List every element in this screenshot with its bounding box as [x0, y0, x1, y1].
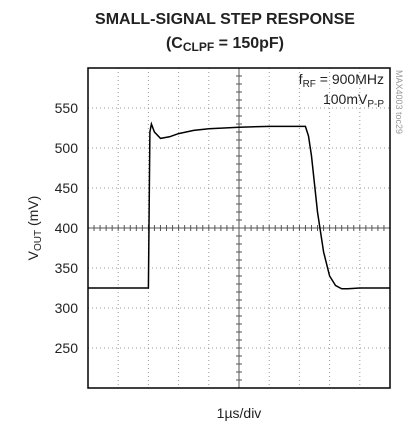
- annotation-sub: P-P: [367, 99, 384, 110]
- y-tick-label: 350: [55, 260, 79, 276]
- ylabel-sub: OUT: [33, 230, 44, 251]
- subtitle-sub: CLPF: [183, 40, 214, 54]
- y-tick-label: 250: [55, 340, 79, 356]
- y-tick-label: 300: [55, 300, 79, 316]
- subtitle-part: = 150pF): [214, 35, 284, 52]
- side-note: MAX4003 toc29: [394, 70, 404, 134]
- y-tick-label: 550: [55, 100, 79, 116]
- annotation-part: 100mV: [323, 91, 368, 107]
- y-tick-label: 500: [55, 140, 79, 156]
- y-tick-label: 400: [55, 220, 79, 236]
- annotation: 100mVP-P: [323, 91, 384, 110]
- annotation: fRF = 900MHz: [299, 71, 384, 90]
- x-axis-label: 1µs/div: [217, 405, 262, 421]
- y-tick-label: 450: [55, 180, 79, 196]
- chart-subtitle: (CCLPF = 150pF): [166, 35, 284, 54]
- y-axis-label: VOUT (mV): [25, 196, 44, 261]
- chart-title: SMALL-SIGNAL STEP RESPONSE: [95, 11, 355, 28]
- plot-frame: [87, 67, 391, 389]
- subtitle-part: (C: [166, 35, 183, 52]
- annotation-sub: RF: [303, 79, 316, 90]
- annotation-part: = 900MHz: [316, 71, 384, 87]
- waveform: [88, 121, 390, 290]
- ylabel-part: V: [25, 250, 41, 260]
- ylabel-part: (mV): [25, 196, 41, 230]
- annotation-part: f: [299, 71, 303, 87]
